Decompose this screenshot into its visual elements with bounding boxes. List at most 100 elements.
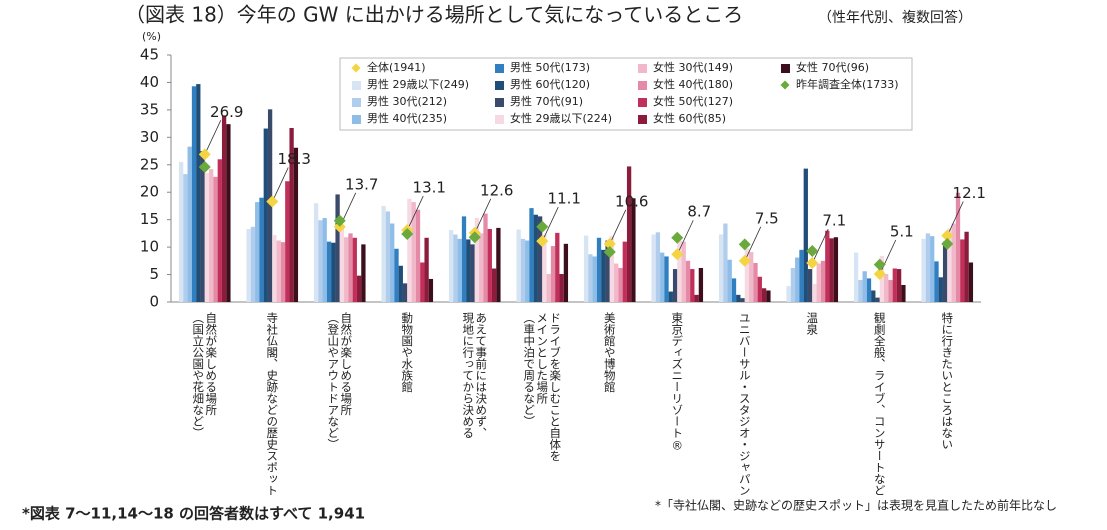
bar xyxy=(402,283,408,302)
y-tick-label: 30 xyxy=(140,128,159,146)
bar xyxy=(601,249,606,302)
bar xyxy=(749,252,754,302)
bar xyxy=(385,211,391,302)
bar xyxy=(204,173,210,302)
data-label: 11.1 xyxy=(548,190,581,208)
bar xyxy=(930,236,935,302)
bar xyxy=(609,236,615,302)
marker xyxy=(738,254,751,267)
bar xyxy=(470,244,475,302)
bar xyxy=(483,213,488,302)
bar xyxy=(626,166,632,302)
bar xyxy=(272,235,277,302)
bar xyxy=(816,263,821,302)
y-tick-label: 5 xyxy=(149,265,159,283)
bar xyxy=(466,239,471,302)
marker xyxy=(941,229,954,242)
marker xyxy=(333,214,346,227)
bar xyxy=(820,260,826,302)
bar xyxy=(901,284,906,302)
data-label: 12.1 xyxy=(953,184,986,202)
x-tick-label: 自然が楽しめる場所 xyxy=(204,312,218,416)
bar xyxy=(246,228,251,302)
bar xyxy=(217,159,222,302)
legend-swatch xyxy=(638,64,647,73)
legend-swatch xyxy=(352,81,361,90)
legend-swatch xyxy=(638,81,647,90)
leader-line xyxy=(543,206,559,238)
bar xyxy=(398,265,403,302)
marker xyxy=(738,238,751,251)
legend-label: 男性 50代(173) xyxy=(510,60,590,74)
bar xyxy=(718,234,724,302)
legend-swatch xyxy=(495,115,504,124)
y-tick-label: 40 xyxy=(140,73,159,91)
bar xyxy=(685,260,691,302)
data-label: 12.6 xyxy=(480,181,513,199)
bar xyxy=(520,238,526,302)
legend-swatch xyxy=(638,115,647,124)
bar xyxy=(879,255,885,302)
bar xyxy=(960,239,965,302)
bar xyxy=(525,240,530,302)
bar xyxy=(183,174,188,302)
bar xyxy=(428,278,434,302)
bar xyxy=(352,237,357,302)
x-tick-label: 東京ディズニーリゾート® xyxy=(670,312,684,453)
bar xyxy=(622,241,627,302)
bar xyxy=(496,227,501,302)
legend-label: 女性 40代(180) xyxy=(653,77,733,91)
bar xyxy=(858,280,863,302)
bar xyxy=(394,248,399,302)
data-label: 13.7 xyxy=(345,175,378,193)
bar xyxy=(313,203,319,302)
bar xyxy=(825,230,830,302)
bar xyxy=(267,109,273,302)
bar xyxy=(723,223,728,302)
bar xyxy=(803,168,808,302)
bar xyxy=(407,198,412,302)
bar xyxy=(740,298,745,302)
legend-label: 昨年調査全体(1733) xyxy=(796,77,899,91)
x-tick-label: 自然が楽しめる場所 xyxy=(339,312,353,416)
bar xyxy=(546,274,551,302)
bar xyxy=(361,244,366,302)
data-label: 13.1 xyxy=(413,179,446,197)
x-tick-label: （登山やアウトドアなど） xyxy=(326,312,340,450)
y-tick-label: 35 xyxy=(140,100,159,118)
legend-label: 女性 60代(85) xyxy=(653,111,726,125)
bar xyxy=(955,192,961,302)
marker xyxy=(536,235,549,248)
y-tick-label: 25 xyxy=(140,155,159,173)
bar xyxy=(250,226,256,302)
bar xyxy=(420,262,425,302)
legend-marker xyxy=(780,80,790,90)
bar xyxy=(487,228,492,302)
bar xyxy=(968,262,974,302)
bar xyxy=(592,256,597,302)
bar xyxy=(790,267,796,302)
bar xyxy=(690,269,695,302)
bar xyxy=(381,205,386,302)
bar xyxy=(390,223,395,302)
bar xyxy=(672,269,678,302)
bar xyxy=(335,194,340,302)
bar xyxy=(187,146,192,302)
chart-subtitle: （性年代別、複数回答） xyxy=(818,9,972,26)
marker xyxy=(468,231,481,244)
marker xyxy=(536,220,549,233)
bar xyxy=(339,227,345,302)
bar xyxy=(424,237,429,302)
leader-line xyxy=(678,220,694,251)
bar xyxy=(596,237,602,302)
bar xyxy=(293,147,299,302)
bar xyxy=(731,278,737,302)
bar xyxy=(651,234,656,302)
legend-label: 男性 30代(212) xyxy=(367,94,447,108)
marker xyxy=(671,248,684,261)
bar xyxy=(318,220,323,302)
bar xyxy=(875,297,880,302)
leader-line xyxy=(206,120,222,151)
legend-swatch xyxy=(352,98,361,107)
bar xyxy=(559,274,564,302)
